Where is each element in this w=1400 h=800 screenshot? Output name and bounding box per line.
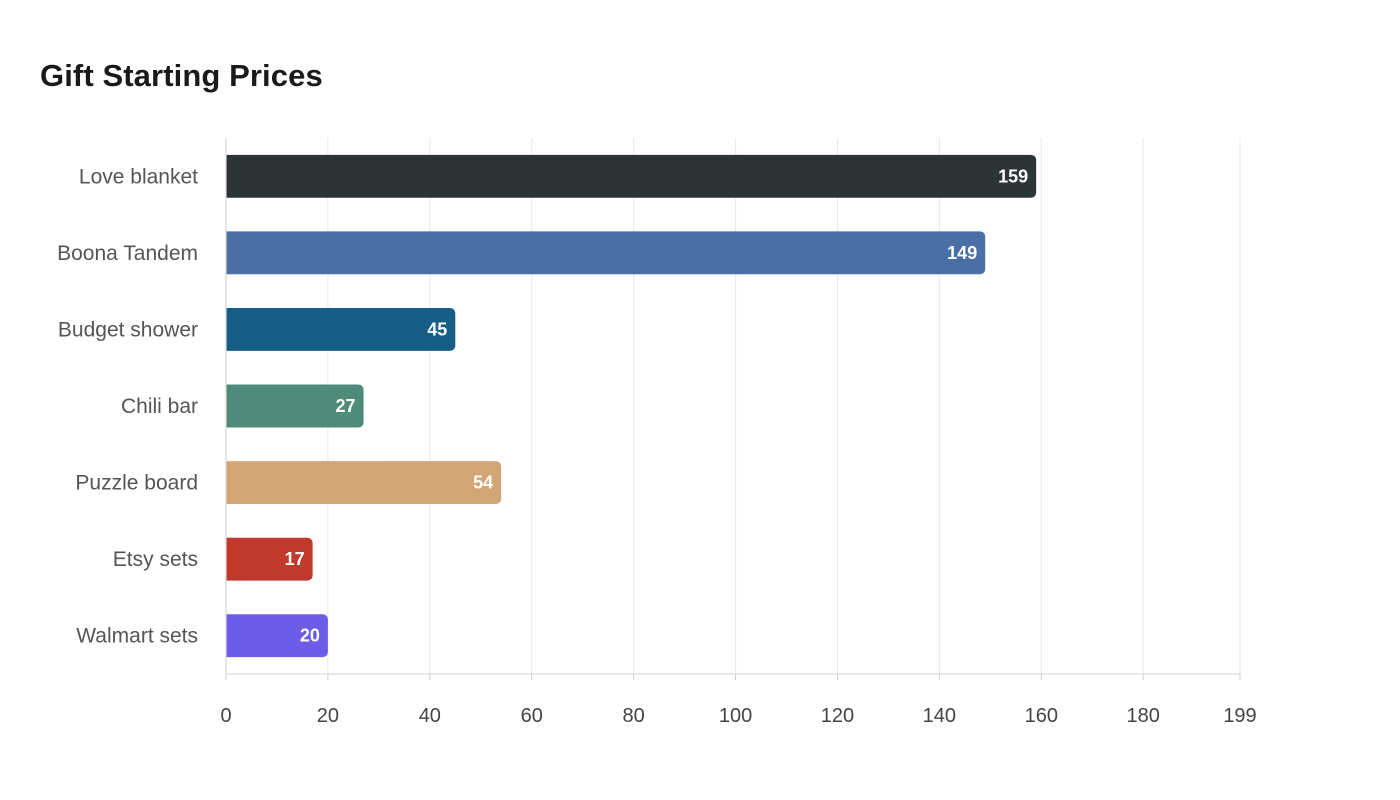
- bars: [226, 154, 1037, 658]
- bar-budget-shower[interactable]: [226, 307, 456, 351]
- data-label: 149: [947, 243, 977, 263]
- axes: 0 20 40 60 80 100 120 140 160 180 199: [220, 138, 1257, 727]
- data-label: 54: [473, 473, 493, 493]
- x-tick-label: 140: [923, 705, 956, 727]
- x-tick-label: 80: [623, 705, 645, 727]
- category-label: Chili bar: [121, 395, 198, 418]
- x-tick-label: 160: [1025, 705, 1058, 727]
- data-label: 17: [285, 549, 305, 569]
- x-tick-label: 100: [719, 705, 752, 727]
- bar-walmart-sets[interactable]: [226, 614, 328, 658]
- bar-etsy-sets[interactable]: [226, 537, 313, 581]
- x-tick-label: 60: [521, 705, 543, 727]
- x-tick-label: 180: [1126, 705, 1159, 727]
- x-tick-label: 20: [317, 705, 339, 727]
- bar-puzzle-board[interactable]: [226, 461, 502, 505]
- labels: Love blanket 159 Boona Tandem 149 Budget sho…: [57, 165, 1028, 647]
- x-tick-label: 199: [1223, 705, 1256, 727]
- data-label: 27: [336, 396, 356, 416]
- category-label: Etsy sets: [113, 548, 198, 571]
- bar-love-blanket[interactable]: [226, 154, 1037, 198]
- x-tick-label: 40: [419, 705, 441, 727]
- category-label: Puzzle board: [75, 472, 198, 495]
- data-label: 20: [300, 626, 320, 646]
- x-tick-label: 0: [220, 705, 231, 727]
- bar-boona-tandem[interactable]: [226, 231, 986, 275]
- bar-chili-bar[interactable]: [226, 384, 364, 428]
- category-label: Boona Tandem: [57, 242, 198, 265]
- category-label: Love blanket: [79, 165, 198, 188]
- gridlines: [327, 138, 1241, 674]
- category-label: Walmart sets: [76, 625, 198, 648]
- chart-title: Gift Starting Prices: [40, 58, 323, 93]
- x-tick-label: 120: [821, 705, 854, 727]
- data-label: 159: [998, 166, 1028, 186]
- category-label: Budget shower: [58, 318, 198, 341]
- data-label: 45: [427, 319, 447, 339]
